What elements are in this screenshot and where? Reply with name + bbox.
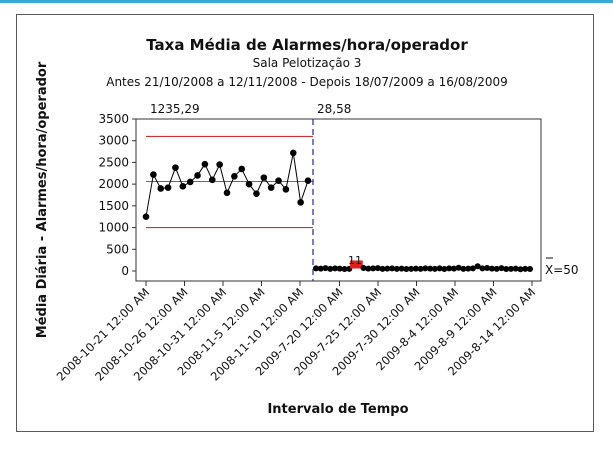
data-point: [479, 265, 486, 272]
data-point: [507, 265, 514, 272]
data-point: [512, 265, 519, 272]
data-point: [313, 265, 319, 272]
data-point: [201, 160, 209, 168]
chart-subtitle: Sala Pelotização 3: [253, 56, 362, 70]
data-point: [498, 265, 505, 272]
data-point: [403, 266, 410, 273]
data-point: [474, 263, 481, 270]
y-tick-label: 2000: [98, 177, 129, 191]
flag-label: 11: [348, 254, 362, 267]
data-point: [417, 265, 424, 272]
data-point: [379, 265, 386, 272]
data-point: [260, 174, 268, 181]
data-point: [336, 265, 343, 272]
data-point: [465, 265, 472, 272]
y-tick-label: 500: [106, 242, 129, 256]
data-point: [522, 265, 529, 272]
data-point: [431, 265, 438, 272]
data-point: [238, 165, 246, 173]
data-point: [208, 176, 216, 184]
data-point: [304, 177, 312, 184]
mean-label: X=50: [545, 263, 579, 277]
flagged-point: [350, 260, 359, 269]
data-point: [408, 265, 415, 272]
data-point: [460, 265, 467, 272]
data-point: [282, 186, 290, 193]
data-point: [527, 266, 533, 273]
data-point: [322, 265, 329, 272]
data-point: [360, 264, 367, 271]
data-point: [450, 265, 457, 272]
data-point: [493, 265, 500, 272]
data-point: [157, 185, 165, 192]
chart-date-range: Antes 21/10/2008 a 12/11/2008 - Depois 1…: [106, 75, 508, 89]
data-point: [398, 265, 405, 272]
data-point: [245, 180, 253, 188]
y-axis-label: Média Diária - Alarmes/hora/operador: [35, 61, 50, 338]
data-point: [374, 265, 381, 272]
y-tick-label: 0: [121, 264, 129, 278]
data-point: [469, 265, 476, 272]
data-point: [186, 178, 194, 186]
data-point: [275, 177, 282, 184]
data-point: [427, 265, 434, 272]
data-point: [327, 265, 334, 272]
data-point: [253, 190, 260, 197]
data-point: [517, 266, 524, 273]
data-point: [150, 171, 157, 178]
flagged-point: [354, 260, 363, 269]
y-tick-label: 1500: [98, 199, 129, 213]
data-point: [179, 183, 187, 190]
data-point: [384, 265, 391, 272]
y-axis: 0 500 1000 1500 2000 2500 3000 3500: [98, 112, 136, 278]
data-point: [216, 161, 223, 168]
data-point: [332, 265, 339, 272]
data-point: [365, 265, 372, 272]
data-point: [488, 265, 495, 272]
data-point: [231, 173, 238, 180]
data-point: [142, 213, 150, 221]
data-point: [503, 266, 510, 273]
phase-label-before: 1235,29: [150, 102, 200, 116]
y-tick-label: 3500: [98, 112, 129, 126]
data-point: [446, 265, 453, 272]
data-point: [412, 265, 419, 272]
phase-label-after: 28,58: [317, 102, 351, 116]
window-top-border: [0, 0, 613, 3]
data-point: [441, 266, 448, 273]
data-point: [389, 265, 396, 272]
reference-lines: [146, 119, 314, 281]
data-point: [341, 266, 348, 273]
data-point: [455, 264, 462, 271]
data-point: [223, 189, 231, 197]
data-point: [194, 172, 201, 179]
data-point: [267, 184, 275, 191]
data-point: [172, 164, 179, 171]
data-point: [436, 265, 443, 272]
y-tick-label: 2500: [98, 155, 129, 169]
data-point: [393, 265, 400, 272]
data-point: [484, 264, 491, 271]
y-tick-label: 1000: [98, 221, 129, 235]
chart-title: Taxa Média de Alarmes/hora/operador: [146, 36, 468, 54]
data-point: [370, 265, 377, 272]
x-axis-label: Intervalo de Tempo: [267, 402, 408, 417]
data-series: [142, 149, 533, 273]
plot-area: [135, 118, 542, 282]
y-tick-label: 3000: [98, 134, 129, 148]
data-point: [297, 199, 304, 206]
data-point: [422, 265, 429, 272]
data-point: [164, 184, 172, 191]
data-point: [317, 265, 324, 272]
data-point: [289, 149, 297, 157]
